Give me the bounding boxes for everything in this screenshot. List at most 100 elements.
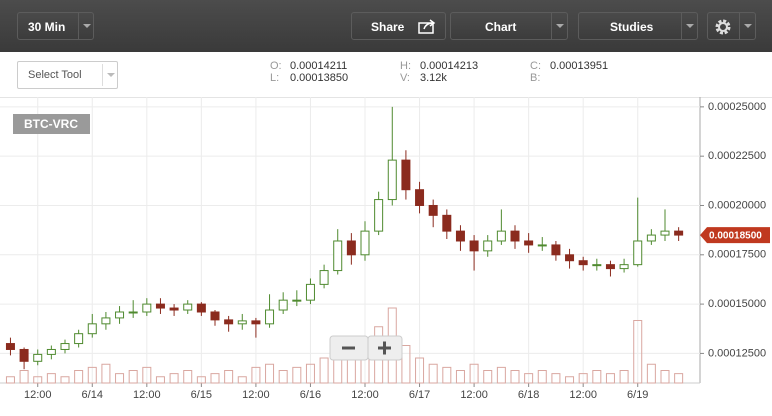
candle-body <box>510 230 520 242</box>
volume-bar <box>251 366 261 384</box>
volume-bar <box>155 376 165 384</box>
symbol-label: BTC-VRC <box>24 117 78 131</box>
volume-bar <box>142 366 152 384</box>
candle-body <box>115 311 125 319</box>
candle-body <box>605 264 615 270</box>
x-tick-label: 12:00 <box>460 389 488 401</box>
volume-bar <box>537 370 547 384</box>
candle-body <box>265 309 275 325</box>
candle-body <box>619 264 629 270</box>
volume-bar <box>565 376 575 384</box>
info-label: B: <box>530 72 541 84</box>
volume-bar <box>455 370 465 384</box>
caret <box>551 13 568 39</box>
volume-bar <box>415 357 425 384</box>
volume-bar <box>592 370 602 384</box>
chart: 0.00012500 0.00015000 0.00017500 0.00020000… <box>0 97 770 401</box>
volume-bar <box>237 376 247 384</box>
interval-button[interactable]: 30 Min <box>17 12 94 40</box>
info-bar: Select Tool O: 0.00014211 L: 0.00013850 H: 0.… <box>0 52 772 98</box>
candle-body <box>5 343 15 350</box>
volume-bar <box>183 370 193 384</box>
last-price-label: 0.00018500 <box>709 231 762 242</box>
volume-bar <box>496 366 506 384</box>
candle-body <box>660 230 670 236</box>
share-button[interactable]: Share <box>351 12 446 40</box>
candle-body <box>33 353 43 362</box>
volume-bar <box>633 320 643 384</box>
chart-label: Chart <box>485 20 517 34</box>
symbol-badge <box>13 114 90 134</box>
volume-bar <box>483 370 493 384</box>
candle-body <box>237 320 247 325</box>
candle-body <box>455 230 465 242</box>
x-tick-label: 12:00 <box>242 389 270 401</box>
info-value: 0.00013951 <box>550 60 609 72</box>
select-tool[interactable]: Select Tool <box>17 61 118 89</box>
candle-body <box>155 303 165 309</box>
volume-bar <box>401 345 411 384</box>
x-tick-label: 12:00 <box>133 389 161 401</box>
candle-body <box>251 320 261 325</box>
volume-bar <box>60 376 70 384</box>
candle-body <box>483 240 493 252</box>
candle-body <box>142 303 152 313</box>
candle-body <box>46 348 56 355</box>
volume-bar <box>646 363 656 384</box>
candle-body <box>346 240 356 256</box>
candle-body <box>387 159 397 201</box>
volume-bar <box>128 370 138 384</box>
x-tick-label: 6/16 <box>300 389 321 401</box>
volume-bar <box>5 376 15 384</box>
candle-body <box>292 299 302 302</box>
zoom-controls <box>329 335 403 361</box>
interval-label: 30 Min <box>28 20 66 34</box>
candle-body <box>428 204 438 216</box>
settings-button[interactable] <box>707 12 756 40</box>
volume-bar <box>265 363 275 384</box>
candle-body <box>333 240 343 272</box>
info-label: O: <box>270 60 282 72</box>
candle-body <box>469 240 479 252</box>
y-tick-label: 0.00025000 <box>708 101 766 113</box>
caret <box>681 13 698 39</box>
volume-bar <box>196 376 206 384</box>
info-value: 3.12k <box>420 72 447 84</box>
volume-bar <box>87 366 97 384</box>
y-tick-label: 0.00017500 <box>708 249 766 261</box>
volume-bar <box>319 357 329 384</box>
volume-bar <box>605 373 615 384</box>
candle-body <box>87 323 97 335</box>
volume-bar <box>115 373 125 384</box>
studies-button[interactable]: Studies <box>578 12 698 40</box>
x-tick-label: 12:00 <box>569 389 597 401</box>
volume-bar <box>428 363 438 384</box>
candle-body <box>101 317 111 325</box>
chart-button[interactable]: Chart <box>450 12 568 40</box>
volume-bar <box>74 370 84 384</box>
x-tick-label: 6/17 <box>409 389 430 401</box>
y-tick-label: 0.00022500 <box>708 150 766 162</box>
candle-body <box>278 299 288 311</box>
candle-body <box>374 199 384 232</box>
volume-bar <box>292 366 302 384</box>
info-label: H: <box>400 60 411 72</box>
info-label: L: <box>270 72 280 84</box>
candle-body <box>169 307 179 311</box>
candle-body <box>401 159 411 191</box>
info-value: 0.00013850 <box>290 72 349 84</box>
volume-bar <box>224 370 234 384</box>
volume-bar <box>169 373 179 384</box>
candle-body <box>224 319 234 325</box>
volume-bar <box>278 370 288 384</box>
volume-bar <box>210 373 220 384</box>
volume-bar <box>578 373 588 384</box>
caret <box>739 13 756 39</box>
x-tick-label: 6/18 <box>518 389 539 401</box>
candle-body <box>128 311 138 314</box>
volume-bar <box>660 370 670 384</box>
candle-body <box>578 260 588 266</box>
caret <box>78 13 95 39</box>
volume-bar <box>46 373 56 384</box>
